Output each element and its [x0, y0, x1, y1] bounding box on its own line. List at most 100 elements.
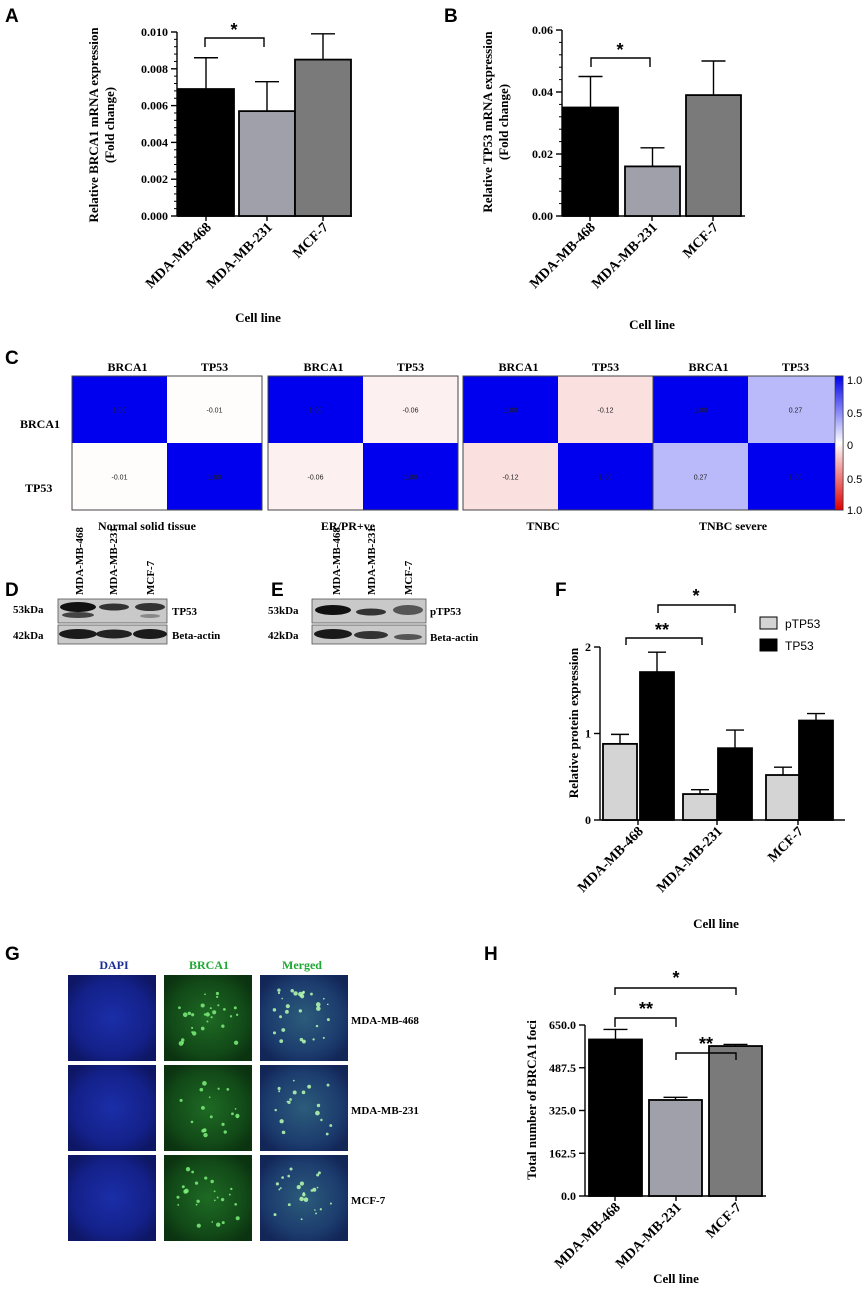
focus-dot	[203, 1132, 208, 1138]
legend-label: pTP53	[785, 617, 821, 631]
band-label: Beta-actin	[430, 632, 478, 644]
bar	[639, 671, 675, 821]
cell-value: 1.00	[504, 408, 518, 415]
focus-dot	[200, 1003, 205, 1008]
focus-dot	[320, 1118, 323, 1122]
focus-dot	[199, 1087, 204, 1092]
focus-dot	[272, 1008, 277, 1012]
cell-value: 1.00	[789, 475, 803, 482]
column-header: BRCA1	[498, 360, 538, 374]
focus-dot	[230, 1187, 233, 1191]
focus-dot	[329, 1202, 332, 1205]
group-label: Normal solid tissue	[98, 519, 197, 533]
focus-dot	[292, 1079, 295, 1082]
significance-bracket: *	[614, 968, 737, 995]
category-label: MDA-MB-231	[654, 824, 726, 896]
category-label: MCF-7	[765, 824, 806, 865]
colorbar-tick: 1.0	[847, 505, 862, 517]
focus-dot	[275, 1182, 280, 1186]
colorbar-tick: 0.5	[847, 408, 862, 420]
significance-star: **	[639, 999, 653, 1019]
category-label: MCF-7	[703, 1200, 744, 1241]
focus-dot	[299, 1196, 304, 1202]
y-tick-label: 0.04	[532, 85, 553, 99]
focus-dot	[315, 1024, 319, 1028]
focus-dot	[316, 1103, 321, 1108]
bar	[648, 1099, 703, 1197]
heatmap-cell	[653, 376, 748, 443]
focus-dot	[216, 1222, 221, 1227]
focus-dot	[191, 1170, 194, 1174]
focus-dot	[315, 1212, 317, 1215]
bar	[177, 88, 235, 217]
brca1-image	[164, 975, 252, 1061]
lane-label: MCF-7	[145, 560, 157, 595]
focus-dot	[279, 1119, 284, 1124]
focus-dot	[202, 1081, 207, 1086]
focus-dot	[322, 997, 325, 1000]
focus-dot	[281, 1176, 284, 1179]
focus-dot	[215, 991, 220, 996]
focus-dot	[191, 1026, 194, 1030]
focus-dot	[326, 1083, 330, 1087]
heatmap-cell	[167, 443, 262, 510]
bar	[562, 106, 619, 217]
focus-dot	[277, 988, 281, 992]
focus-dot	[234, 1202, 238, 1206]
bar	[624, 165, 681, 217]
significance-star: **	[699, 1034, 713, 1054]
panel-letter: H	[484, 944, 498, 965]
focus-dot	[223, 1008, 226, 1011]
panel-letter: F	[555, 580, 567, 601]
focus-dot	[317, 1171, 321, 1175]
focus-dot	[285, 1004, 290, 1009]
significance-star: *	[616, 40, 623, 60]
cell-value: -0.01	[112, 475, 128, 482]
focus-dot	[299, 1037, 304, 1042]
focus-dot	[196, 1223, 201, 1228]
focus-dot	[208, 1096, 211, 1099]
group-label: ER/PR+ve	[321, 519, 376, 533]
focus-dot	[277, 1086, 281, 1091]
focus-dot	[315, 1002, 321, 1007]
focus-dot	[287, 1174, 291, 1178]
focus-dot	[212, 1010, 217, 1015]
y-tick-label: 0	[585, 813, 591, 827]
focus-dot	[279, 1187, 282, 1189]
y-tick-label: 0.010	[141, 25, 168, 39]
focus-dot	[210, 1179, 214, 1184]
blot-beta-actin	[57, 624, 168, 645]
focus-dot	[281, 1028, 286, 1032]
heatmap-cell	[72, 443, 167, 510]
category-label: MCF-7	[680, 220, 721, 261]
focus-dot	[217, 1087, 220, 1090]
heatmap-cell	[268, 376, 363, 443]
focus-dot	[278, 1188, 281, 1191]
heatmaps: 1.00 -0.01 -0.01 1.00 BRCA1 TP53 Normal solid …	[71, 360, 844, 533]
focus-dot	[296, 1185, 301, 1190]
merged-image	[260, 975, 348, 1061]
focus-dot	[290, 988, 295, 993]
cell-value: -0.06	[403, 408, 419, 415]
focus-dot	[205, 1012, 210, 1017]
heatmap-cell	[748, 376, 843, 443]
colorbar-tick: 0.5	[847, 474, 862, 486]
y-tick-label: 0.004	[141, 135, 168, 149]
cell-value: -0.01	[207, 408, 223, 415]
column-header: TP53	[201, 360, 228, 374]
focus-dot	[213, 1190, 216, 1193]
focus-dot	[187, 1011, 192, 1015]
panel-d: D MDA-MB-468 MDA-MB-231 MCF-7 53kDa 42kD…	[5, 527, 220, 645]
focus-dot	[319, 1208, 322, 1211]
focus-dot	[236, 1116, 239, 1119]
focus-dot	[326, 1003, 329, 1006]
focus-dot	[301, 1090, 306, 1095]
band-size: 53kDa	[13, 604, 44, 616]
focus-dot	[216, 1196, 219, 1199]
focus-dot	[273, 1213, 277, 1217]
focus-dot	[190, 1120, 194, 1124]
y-tick-label: 0.06	[532, 23, 553, 37]
y-tick-label: 650.0	[549, 1018, 576, 1032]
focus-dot	[312, 1187, 317, 1192]
band-size: 42kDa	[13, 630, 44, 642]
